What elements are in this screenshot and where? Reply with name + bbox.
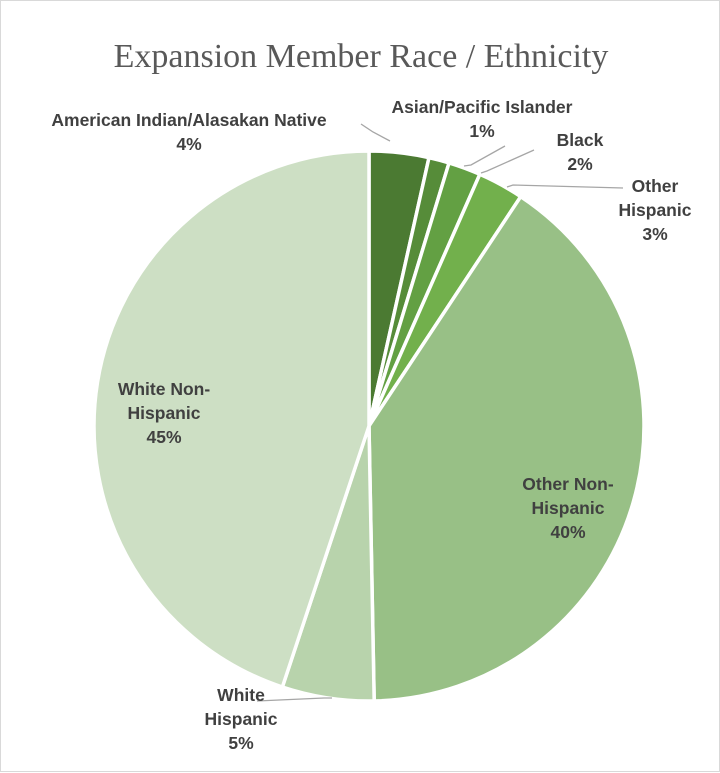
slice-category-text: Asian/Pacific Islander xyxy=(392,97,573,117)
slice-labels: American Indian/Alasakan Native 4% Asian/P… xyxy=(51,97,691,753)
pie-slices xyxy=(92,149,646,703)
slice-category-text: Hispanic xyxy=(128,403,201,423)
slice-label-4: Other Hispanic 3% xyxy=(619,176,692,244)
pie-slice-5 xyxy=(367,194,646,703)
slice-percent: 4% xyxy=(176,134,202,154)
slice-category-text: American Indian/Alasakan Native xyxy=(51,110,327,130)
slice-label-5: Other Non- Hispanic 40% xyxy=(522,474,614,542)
slice-percent: 1% xyxy=(469,121,495,141)
slice-category-text: White xyxy=(217,685,265,705)
slice-label-6: White Hispanic 5% xyxy=(205,685,278,753)
leader-line-1 xyxy=(360,123,391,142)
slice-percent: 5% xyxy=(228,733,254,753)
slice-percent: 3% xyxy=(642,224,668,244)
leader-line-3 xyxy=(480,149,535,174)
slice-label-3: Black 2% xyxy=(557,130,604,174)
slice-category-text: Other Non- xyxy=(522,474,614,494)
slice-label-1: American Indian/Alasakan Native 4% xyxy=(51,110,327,154)
slice-percent: 40% xyxy=(550,522,585,542)
slice-category-text: Hispanic xyxy=(619,200,692,220)
leader-line-4 xyxy=(506,184,624,189)
slice-category-text: Black xyxy=(557,130,604,150)
chart-title: Expansion Member Race / Ethnicity xyxy=(114,38,609,75)
slice-label-7: White Non- Hispanic 45% xyxy=(118,379,211,447)
slice-percent: 45% xyxy=(146,427,181,447)
slice-percent: 2% xyxy=(567,154,593,174)
slice-category-text: Hispanic xyxy=(532,498,605,518)
slice-category-text: White Non- xyxy=(118,379,211,399)
leader-lines xyxy=(256,123,624,702)
leader-line-2 xyxy=(463,145,506,167)
slice-label-2: Asian/Pacific Islander 1% xyxy=(392,97,573,141)
leader-line-6 xyxy=(256,697,332,702)
pie-slice-7 xyxy=(92,149,371,690)
slice-category-text: Other xyxy=(632,176,679,196)
slice-category-text: Hispanic xyxy=(205,709,278,729)
